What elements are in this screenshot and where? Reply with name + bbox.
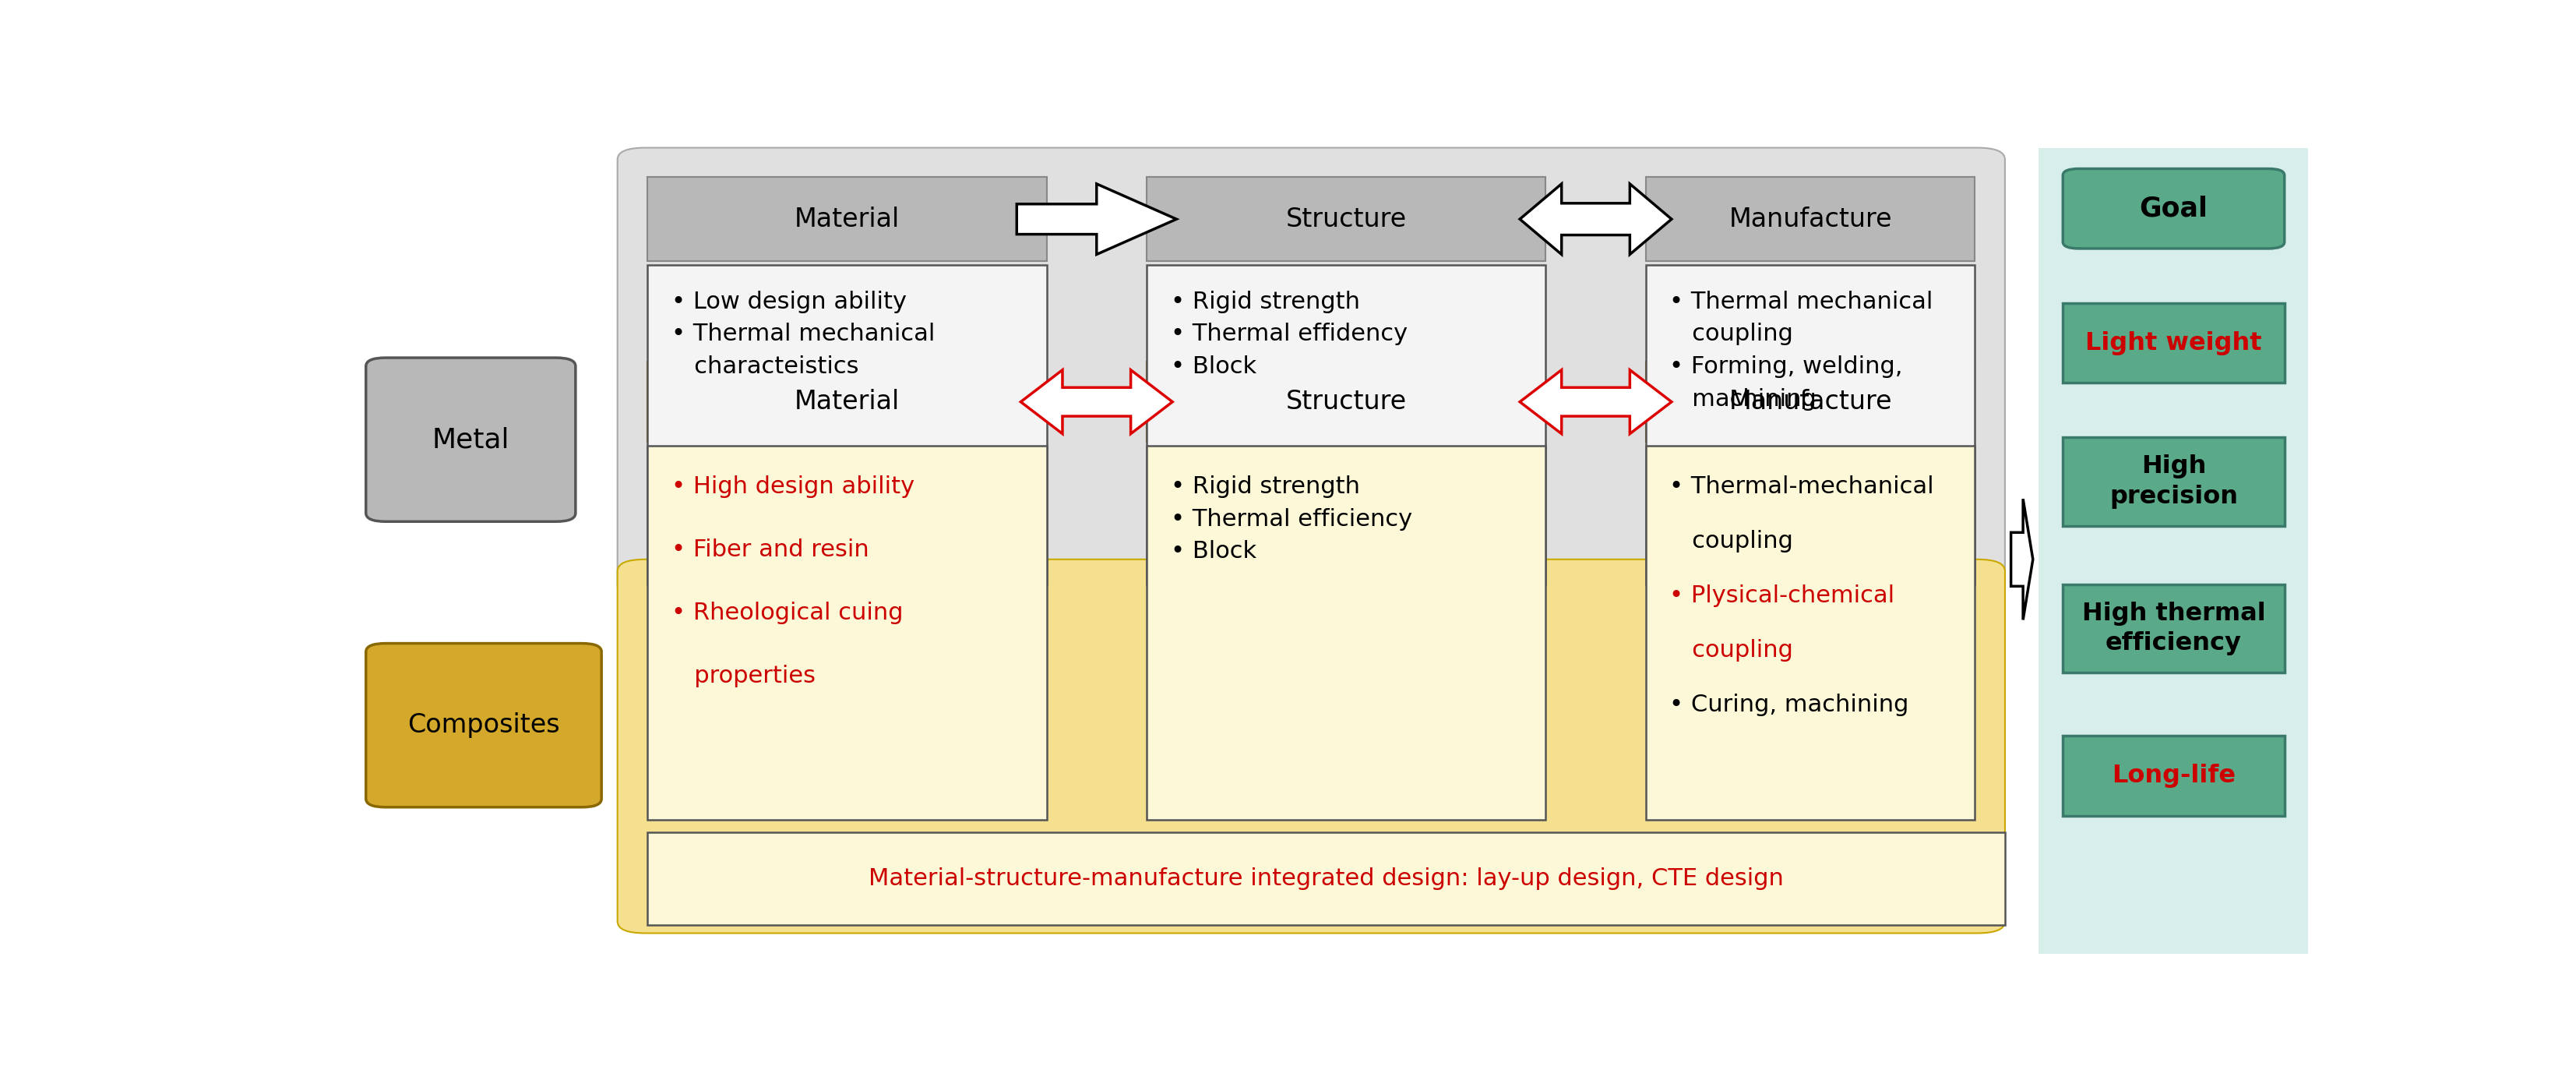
Text: Manufacture: Manufacture [1728, 206, 1891, 232]
Text: Goal: Goal [2141, 195, 2208, 221]
Bar [1646, 265, 1976, 585]
Polygon shape [2012, 499, 2032, 620]
Bar [1146, 362, 1546, 442]
Bar [2063, 585, 2285, 673]
FancyBboxPatch shape [2063, 169, 2285, 249]
Bar [647, 362, 1046, 442]
Polygon shape [1520, 184, 1672, 254]
Bar [1646, 362, 1976, 442]
Text: Structure: Structure [1285, 206, 1406, 232]
Bar [2063, 303, 2285, 383]
Bar [1646, 446, 1976, 819]
Text: properties: properties [672, 664, 817, 687]
Polygon shape [1018, 184, 1177, 254]
Text: Structure: Structure [1285, 389, 1406, 415]
Bar [647, 832, 2004, 925]
Text: coupling: coupling [1669, 639, 1793, 662]
Text: Metal: Metal [433, 427, 510, 453]
Text: • Thermal mechanical
   coupling
• Forming, welding,
   machining: • Thermal mechanical coupling • Forming,… [1669, 290, 1932, 410]
FancyBboxPatch shape [366, 644, 603, 807]
Text: • Thermal-mechanical: • Thermal-mechanical [1669, 476, 1935, 497]
Text: • Plysical-chemical: • Plysical-chemical [1669, 585, 1896, 608]
Text: High thermal
efficiency: High thermal efficiency [2081, 602, 2264, 656]
Bar [1146, 177, 1546, 261]
Text: • Curing, machining: • Curing, machining [1669, 694, 1909, 717]
Text: coupling: coupling [1669, 530, 1793, 552]
Text: Light weight: Light weight [2087, 331, 2262, 355]
Polygon shape [1020, 370, 1172, 434]
Text: • Fiber and resin: • Fiber and resin [672, 538, 868, 561]
Polygon shape [1520, 370, 1672, 434]
Bar [1146, 265, 1546, 585]
Text: Material-structure-manufacture integrated design: lay-up design, CTE design: Material-structure-manufacture integrate… [868, 867, 1783, 890]
Text: • Rigid strength
• Thermal effidency
• Block: • Rigid strength • Thermal effidency • B… [1170, 290, 1406, 379]
FancyBboxPatch shape [618, 147, 2004, 597]
Text: Material: Material [793, 389, 899, 415]
Bar [1146, 446, 1546, 819]
Bar [1646, 177, 1976, 261]
Text: Composites: Composites [407, 712, 559, 739]
FancyBboxPatch shape [366, 358, 574, 521]
Bar [2040, 147, 2308, 955]
Bar [647, 177, 1046, 261]
Text: High
precision: High precision [2110, 455, 2239, 508]
Bar [647, 446, 1046, 819]
Text: Manufacture: Manufacture [1728, 389, 1891, 415]
Text: Material: Material [793, 206, 899, 232]
Bar [2063, 735, 2285, 816]
FancyBboxPatch shape [618, 560, 2004, 933]
Text: • Low design ability
• Thermal mechanical
   characteistics: • Low design ability • Thermal mechanica… [672, 290, 935, 379]
Text: • High design ability: • High design ability [672, 476, 914, 497]
Bar [2063, 437, 2285, 526]
Text: • Rheological cuing: • Rheological cuing [672, 601, 904, 624]
Bar [647, 265, 1046, 585]
Text: Long-life: Long-life [2112, 764, 2236, 788]
Text: • Rigid strength
• Thermal efficiency
• Block: • Rigid strength • Thermal efficiency • … [1170, 476, 1412, 563]
